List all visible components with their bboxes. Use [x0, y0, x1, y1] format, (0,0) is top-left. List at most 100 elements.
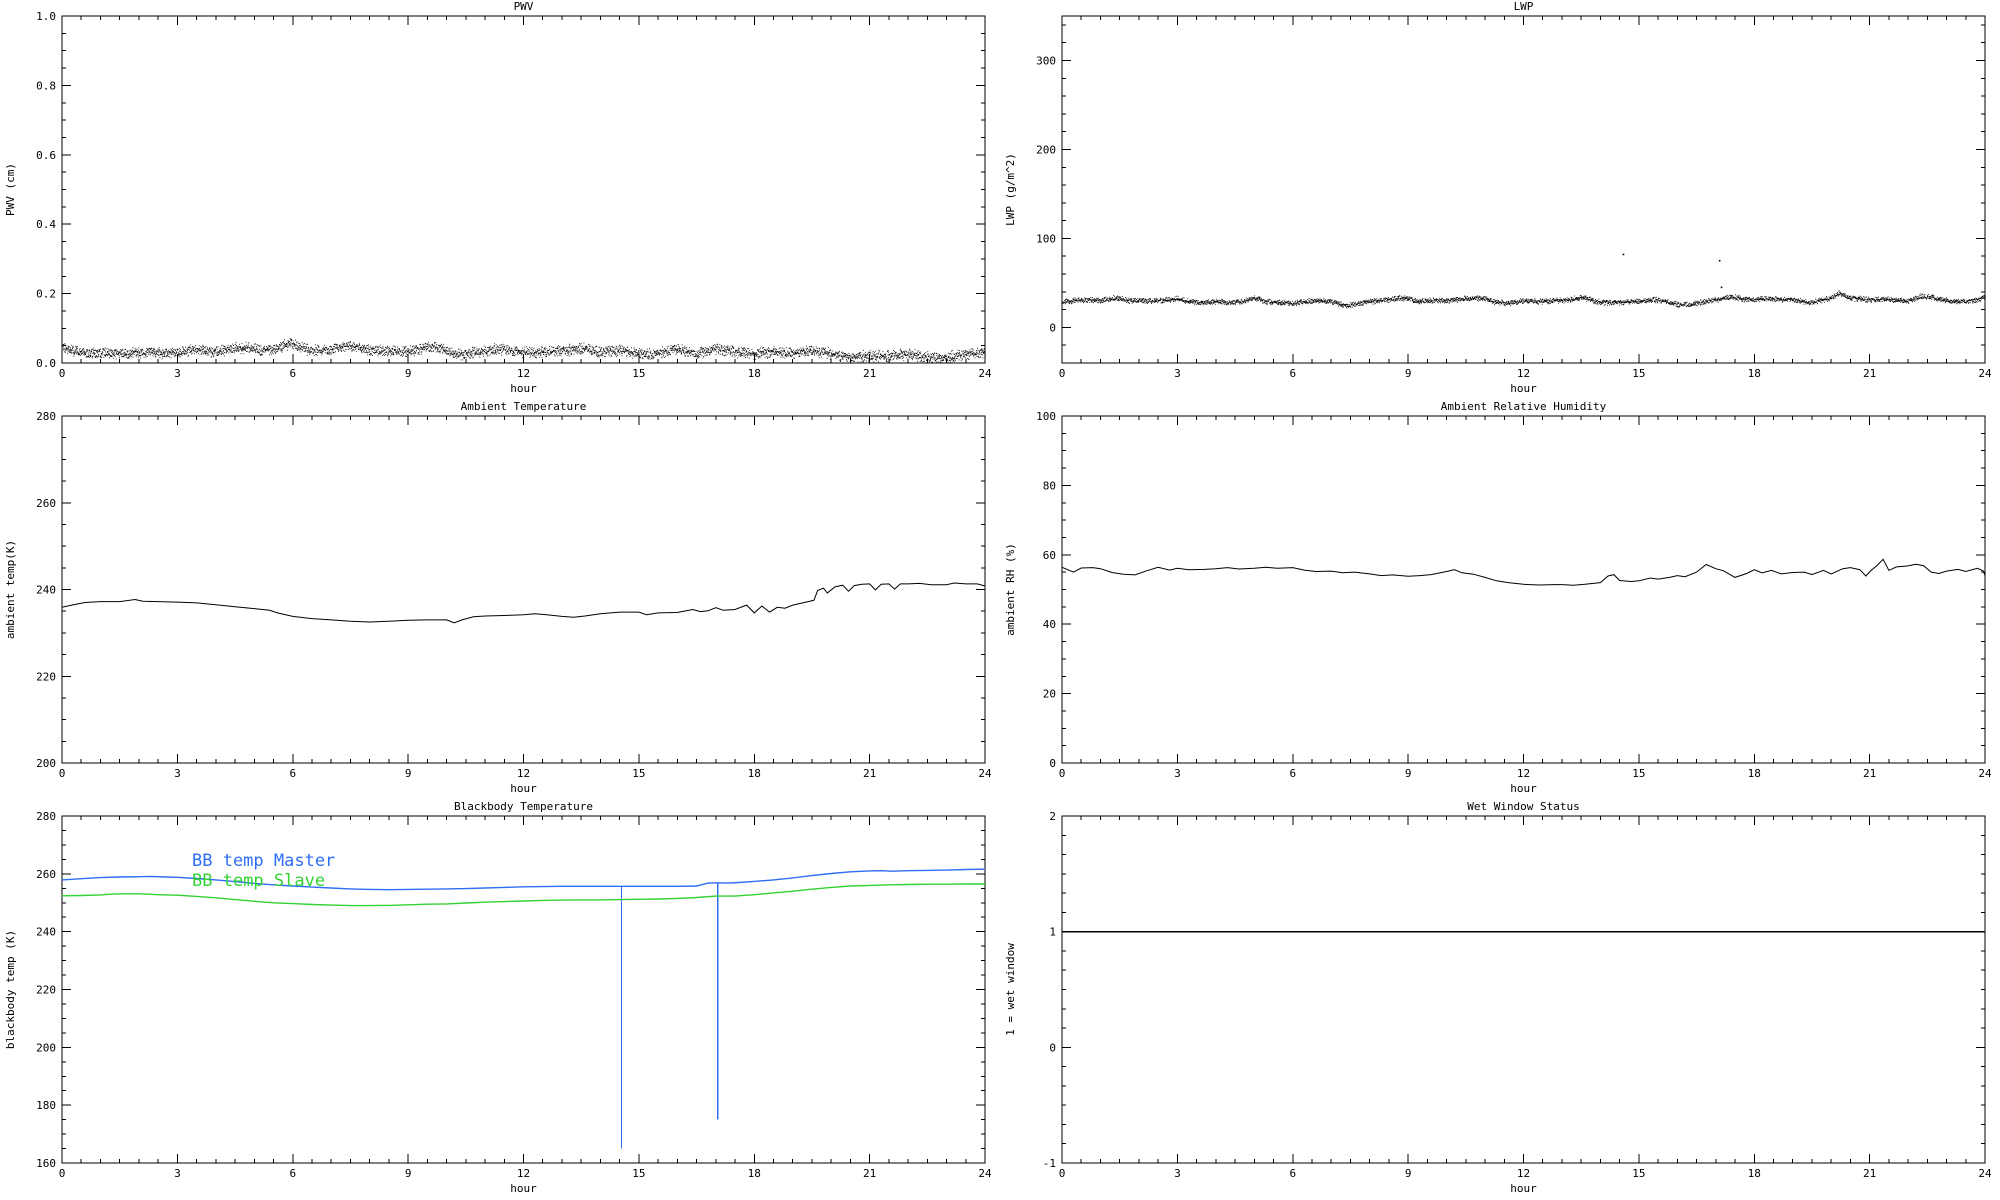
svg-text:100: 100: [1036, 232, 1056, 245]
svg-text:15: 15: [1632, 767, 1645, 780]
svg-text:12: 12: [1517, 767, 1530, 780]
svg-text:160: 160: [36, 1157, 56, 1170]
svg-text:15: 15: [1632, 1167, 1645, 1180]
svg-text:220: 220: [36, 670, 56, 683]
svg-text:0: 0: [1049, 1041, 1056, 1054]
svg-text:260: 260: [36, 497, 56, 510]
svg-text:0: 0: [1059, 367, 1066, 380]
svg-text:6: 6: [289, 767, 296, 780]
svg-text:15: 15: [632, 767, 645, 780]
svg-text:6: 6: [289, 1167, 296, 1180]
svg-text:1: 1: [1049, 926, 1056, 939]
svg-text:100: 100: [1036, 410, 1056, 423]
panel-ambient-relative-humidity: 0 3 6 9 12 15 18 21 24 hour 0 20 40 60 80 100 Ambient Re…: [1000, 400, 2000, 800]
svg-text:200: 200: [36, 757, 56, 770]
svg-text:24: 24: [978, 367, 992, 380]
svg-text:12: 12: [517, 367, 530, 380]
svg-text:280: 280: [36, 410, 56, 423]
svg-text:3: 3: [174, 367, 181, 380]
svg-text:21: 21: [863, 1167, 876, 1180]
svg-text:0: 0: [1049, 757, 1056, 770]
svg-text:24: 24: [1978, 367, 1992, 380]
svg-text:hour: hour: [510, 382, 537, 395]
svg-text:12: 12: [517, 767, 530, 780]
svg-text:9: 9: [405, 367, 412, 380]
svg-text:LWP (g/m^2): LWP (g/m^2): [1004, 153, 1017, 226]
svg-text:0.2: 0.2: [36, 288, 56, 301]
panel-blackbody-temperature: 0 3 6 9 12 15 18 21 24 hour 160 180 200 220 240 260 280 B…: [0, 800, 1000, 1200]
svg-text:240: 240: [36, 926, 56, 939]
svg-text:9: 9: [405, 1167, 412, 1180]
svg-text:240: 240: [36, 584, 56, 597]
svg-text:24: 24: [1978, 767, 1992, 780]
svg-text:20: 20: [1043, 688, 1056, 701]
svg-text:0: 0: [59, 767, 66, 780]
svg-text:3: 3: [1174, 367, 1181, 380]
svg-text:280: 280: [36, 810, 56, 823]
svg-text:hour: hour: [1510, 782, 1537, 795]
svg-text:hour: hour: [510, 1182, 537, 1195]
panel-wet-window-status: 0 3 6 9 12 15 18 21 24 hour -1 0 1 2 Wet Window Status…: [1000, 800, 2000, 1200]
svg-text:0: 0: [59, 1167, 66, 1180]
svg-text:0.4: 0.4: [36, 218, 56, 231]
svg-text:1 = wet window: 1 = wet window: [1004, 943, 1017, 1036]
svg-text:15: 15: [1632, 367, 1645, 380]
svg-text:24: 24: [978, 1167, 992, 1180]
lwp-chart: 0 3 6 9 12 15 18 21 24 hour 0 100 200 300 LWP LWP (g/m^…: [1004, 0, 1992, 395]
ambient-temperature-chart: 0 3 6 9 12 15 18 21 24 hour 200 220 240 260 280 Ambient…: [4, 400, 992, 795]
svg-text:hour: hour: [510, 782, 537, 795]
svg-text:BB temp Slave: BB temp Slave: [192, 871, 325, 891]
svg-text:3: 3: [1174, 767, 1181, 780]
svg-text:18: 18: [748, 1167, 761, 1180]
svg-text:Wet Window Status: Wet Window Status: [1467, 800, 1580, 813]
pwv-chart: 0 3 6 9 12 15 18 21 24 hour 0.0 0.2 0.4 0.6 0.8 1.0 PWV P…: [4, 0, 992, 395]
svg-text:15: 15: [632, 1167, 645, 1180]
svg-text:Ambient Temperature: Ambient Temperature: [461, 400, 587, 413]
svg-text:3: 3: [1174, 1167, 1181, 1180]
svg-text:0.0: 0.0: [36, 357, 56, 370]
svg-text:21: 21: [1863, 767, 1876, 780]
svg-text:hour: hour: [1510, 1182, 1537, 1195]
svg-text:6: 6: [289, 367, 296, 380]
svg-text:220: 220: [36, 984, 56, 997]
svg-text:0.8: 0.8: [36, 79, 56, 92]
svg-text:200: 200: [1036, 143, 1056, 156]
svg-text:21: 21: [863, 767, 876, 780]
svg-text:80: 80: [1043, 479, 1056, 492]
svg-text:BB temp Master: BB temp Master: [192, 851, 335, 871]
svg-text:15: 15: [632, 367, 645, 380]
svg-text:9: 9: [1405, 1167, 1412, 1180]
svg-text:9: 9: [405, 767, 412, 780]
ambient-relative-humidity-chart: 0 3 6 9 12 15 18 21 24 hour 0 20 40 60 80 100 Ambient Re…: [1004, 400, 1992, 795]
svg-text:0: 0: [1049, 321, 1056, 334]
svg-text:hour: hour: [1510, 382, 1537, 395]
svg-text:PWV: PWV: [514, 0, 534, 13]
svg-text:Ambient Relative Humidity: Ambient Relative Humidity: [1441, 400, 1607, 413]
svg-text:18: 18: [748, 767, 761, 780]
svg-text:260: 260: [36, 868, 56, 881]
svg-text:0: 0: [59, 367, 66, 380]
svg-text:ambient temp(K): ambient temp(K): [4, 540, 17, 639]
blackbody-temperature-chart: 0 3 6 9 12 15 18 21 24 hour 160 180 200 220 240 260 280 B…: [4, 800, 992, 1195]
svg-text:12: 12: [1517, 1167, 1530, 1180]
svg-text:200: 200: [36, 1041, 56, 1054]
panel-ambient-temperature: 0 3 6 9 12 15 18 21 24 hour 200 220 240 260 280 Ambient…: [0, 400, 1000, 800]
svg-text:9: 9: [1405, 767, 1412, 780]
svg-text:18: 18: [1748, 367, 1761, 380]
svg-text:40: 40: [1043, 618, 1056, 631]
svg-text:6: 6: [1289, 367, 1296, 380]
svg-text:18: 18: [1748, 1167, 1761, 1180]
svg-text:0: 0: [1059, 767, 1066, 780]
svg-text:LWP: LWP: [1514, 0, 1534, 13]
svg-text:18: 18: [1748, 767, 1761, 780]
svg-text:Blackbody Temperature: Blackbody Temperature: [454, 800, 593, 813]
svg-text:21: 21: [863, 367, 876, 380]
svg-text:21: 21: [1863, 367, 1876, 380]
svg-text:18: 18: [748, 367, 761, 380]
svg-text:6: 6: [1289, 1167, 1296, 1180]
svg-text:9: 9: [1405, 367, 1412, 380]
svg-text:0: 0: [1059, 1167, 1066, 1180]
svg-text:3: 3: [174, 1167, 181, 1180]
